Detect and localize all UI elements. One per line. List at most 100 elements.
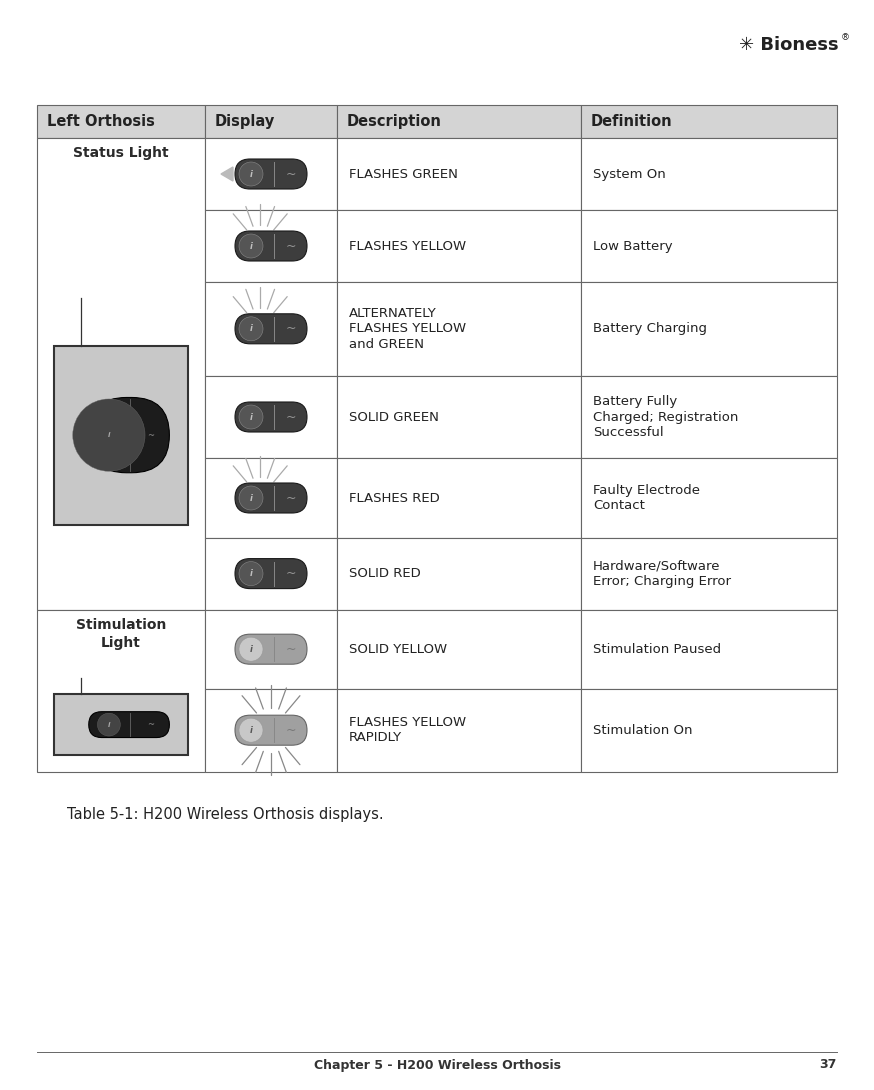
FancyBboxPatch shape [337,105,581,138]
Text: SOLID YELLOW: SOLID YELLOW [349,643,447,656]
Text: Stimulation Paused: Stimulation Paused [593,643,721,656]
Text: i: i [250,412,253,422]
Text: ~: ~ [286,240,296,253]
FancyBboxPatch shape [581,609,837,689]
FancyBboxPatch shape [581,210,837,282]
FancyBboxPatch shape [37,609,205,772]
Circle shape [73,399,145,471]
Text: ®: ® [841,34,850,43]
FancyBboxPatch shape [235,402,307,432]
Text: Faulty Electrode: Faulty Electrode [593,484,700,497]
FancyBboxPatch shape [205,376,337,459]
Polygon shape [221,167,233,181]
Text: Stimulation On: Stimulation On [593,724,692,737]
FancyBboxPatch shape [37,105,205,138]
Text: i: i [250,325,253,334]
Text: FLASHES YELLOW: FLASHES YELLOW [349,716,466,729]
FancyBboxPatch shape [235,483,307,513]
FancyBboxPatch shape [235,715,307,746]
Text: i: i [250,569,253,578]
FancyBboxPatch shape [581,459,837,537]
Text: ~: ~ [147,720,154,729]
Text: Display: Display [215,114,275,129]
Text: Table 5-1: H200 Wireless Orthosis displays.: Table 5-1: H200 Wireless Orthosis displa… [67,807,384,822]
FancyBboxPatch shape [205,210,337,282]
Text: SOLID GREEN: SOLID GREEN [349,411,439,424]
FancyBboxPatch shape [581,689,837,772]
Text: ALTERNATELY: ALTERNATELY [349,306,437,319]
Text: ~: ~ [286,411,296,424]
Text: Hardware/Software: Hardware/Software [593,559,720,572]
FancyBboxPatch shape [205,459,337,537]
Circle shape [239,718,263,742]
Text: FLASHES RED: FLASHES RED [349,492,440,505]
FancyBboxPatch shape [581,537,837,609]
Circle shape [239,561,263,585]
Text: ~: ~ [286,643,296,656]
FancyBboxPatch shape [205,138,337,210]
Text: ~: ~ [286,567,296,580]
Text: ~: ~ [286,323,296,336]
Circle shape [239,486,263,510]
FancyBboxPatch shape [581,376,837,459]
FancyBboxPatch shape [581,138,837,210]
FancyBboxPatch shape [235,634,307,664]
FancyBboxPatch shape [235,231,307,261]
Text: Successful: Successful [593,426,663,439]
Text: Battery Fully: Battery Fully [593,395,677,408]
Text: i: i [250,726,253,735]
Text: SOLID RED: SOLID RED [349,567,420,580]
FancyBboxPatch shape [337,138,581,210]
Text: Battery Charging: Battery Charging [593,323,707,336]
Text: i: i [250,494,253,502]
Text: ✳ Bioness: ✳ Bioness [739,36,839,54]
Circle shape [239,162,263,186]
FancyBboxPatch shape [54,694,188,755]
Text: FLASHES GREEN: FLASHES GREEN [349,168,458,181]
Text: i: i [108,432,110,438]
Text: Charged; Registration: Charged; Registration [593,411,739,424]
Text: ~: ~ [286,492,296,505]
FancyBboxPatch shape [37,138,205,609]
Text: Left Orthosis: Left Orthosis [47,114,155,129]
Text: Stimulation: Stimulation [76,618,166,631]
Text: i: i [108,722,110,728]
Text: ~: ~ [286,724,296,737]
FancyBboxPatch shape [581,282,837,376]
FancyBboxPatch shape [205,105,337,138]
Text: Low Battery: Low Battery [593,240,673,253]
Text: and GREEN: and GREEN [349,338,424,351]
Text: Contact: Contact [593,499,645,512]
FancyBboxPatch shape [205,282,337,376]
FancyBboxPatch shape [337,282,581,376]
Text: ~: ~ [286,168,296,181]
Text: FLASHES YELLOW: FLASHES YELLOW [349,323,466,336]
Text: i: i [250,242,253,251]
FancyBboxPatch shape [89,712,170,738]
FancyBboxPatch shape [205,537,337,609]
Text: i: i [250,644,253,654]
FancyBboxPatch shape [337,376,581,459]
Circle shape [239,405,263,429]
FancyBboxPatch shape [337,537,581,609]
FancyBboxPatch shape [54,346,188,524]
FancyBboxPatch shape [337,609,581,689]
Text: Chapter 5 - H200 Wireless Orthosis: Chapter 5 - H200 Wireless Orthosis [314,1058,560,1071]
FancyBboxPatch shape [205,609,337,689]
Circle shape [239,317,263,341]
Text: System On: System On [593,168,666,181]
FancyBboxPatch shape [235,558,307,589]
Circle shape [239,638,263,662]
Circle shape [239,234,263,258]
FancyBboxPatch shape [205,689,337,772]
FancyBboxPatch shape [581,105,837,138]
Text: Definition: Definition [591,114,673,129]
Text: RAPIDLY: RAPIDLY [349,731,402,744]
Circle shape [98,713,121,736]
FancyBboxPatch shape [337,210,581,282]
FancyBboxPatch shape [337,689,581,772]
FancyBboxPatch shape [235,314,307,343]
Text: Status Light: Status Light [73,146,169,160]
Text: FLASHES YELLOW: FLASHES YELLOW [349,240,466,253]
Text: Error; Charging Error: Error; Charging Error [593,574,731,588]
